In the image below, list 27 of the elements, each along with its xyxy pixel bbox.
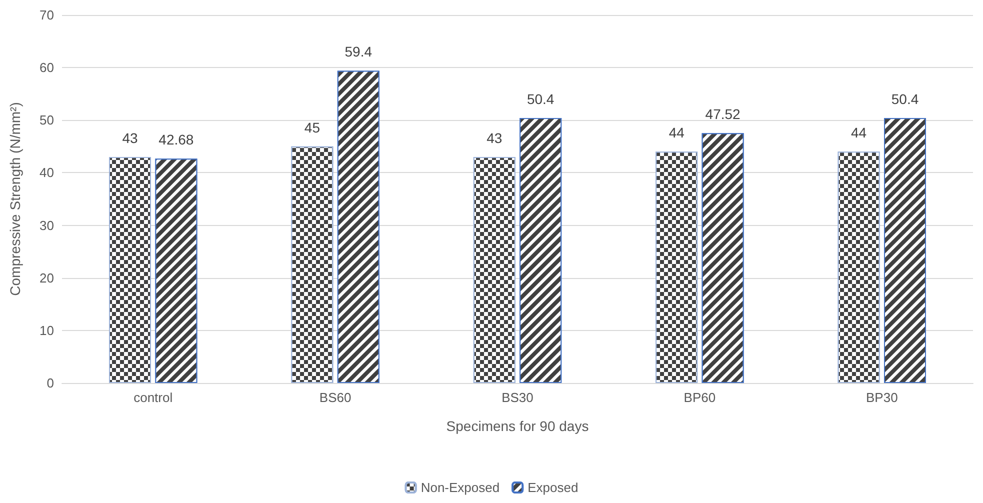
data-label: 43 — [122, 130, 138, 146]
data-label: 43 — [486, 130, 502, 146]
data-label: 44 — [668, 124, 685, 141]
y-axis-title: Compressive Strength (N/mm²) — [7, 102, 23, 296]
data-label: 59.4 — [344, 44, 372, 60]
y-tick-label: 70 — [40, 8, 54, 22]
x-tick-label: BP60 — [684, 390, 716, 405]
data-label: 42.68 — [158, 132, 194, 148]
data-label: 50.4 — [526, 91, 554, 108]
y-tick-label: 60 — [40, 60, 54, 76]
y-tick-label: 10 — [40, 322, 54, 338]
x-tick-label: control — [134, 390, 173, 405]
legend-label: Exposed — [528, 480, 578, 495]
legend-label: Non-Exposed — [420, 480, 500, 495]
data-label: 47.52 — [705, 106, 741, 122]
x-tick-label: BP30 — [866, 390, 898, 405]
x-tick-label: BS60 — [319, 390, 352, 405]
data-label: 50.4 — [891, 91, 919, 108]
y-tick-label: 0 — [46, 376, 54, 390]
x-axis-title: Specimens for 90 days — [446, 418, 589, 434]
y-tick-label: 20 — [40, 270, 54, 286]
data-label: 45 — [304, 119, 320, 136]
y-tick-label: 40 — [40, 165, 54, 180]
y-tick-label: 30 — [40, 218, 54, 233]
y-tick-label: 50 — [40, 112, 54, 128]
data-label: 44 — [851, 124, 867, 141]
x-tick-label: BS30 — [502, 390, 534, 405]
